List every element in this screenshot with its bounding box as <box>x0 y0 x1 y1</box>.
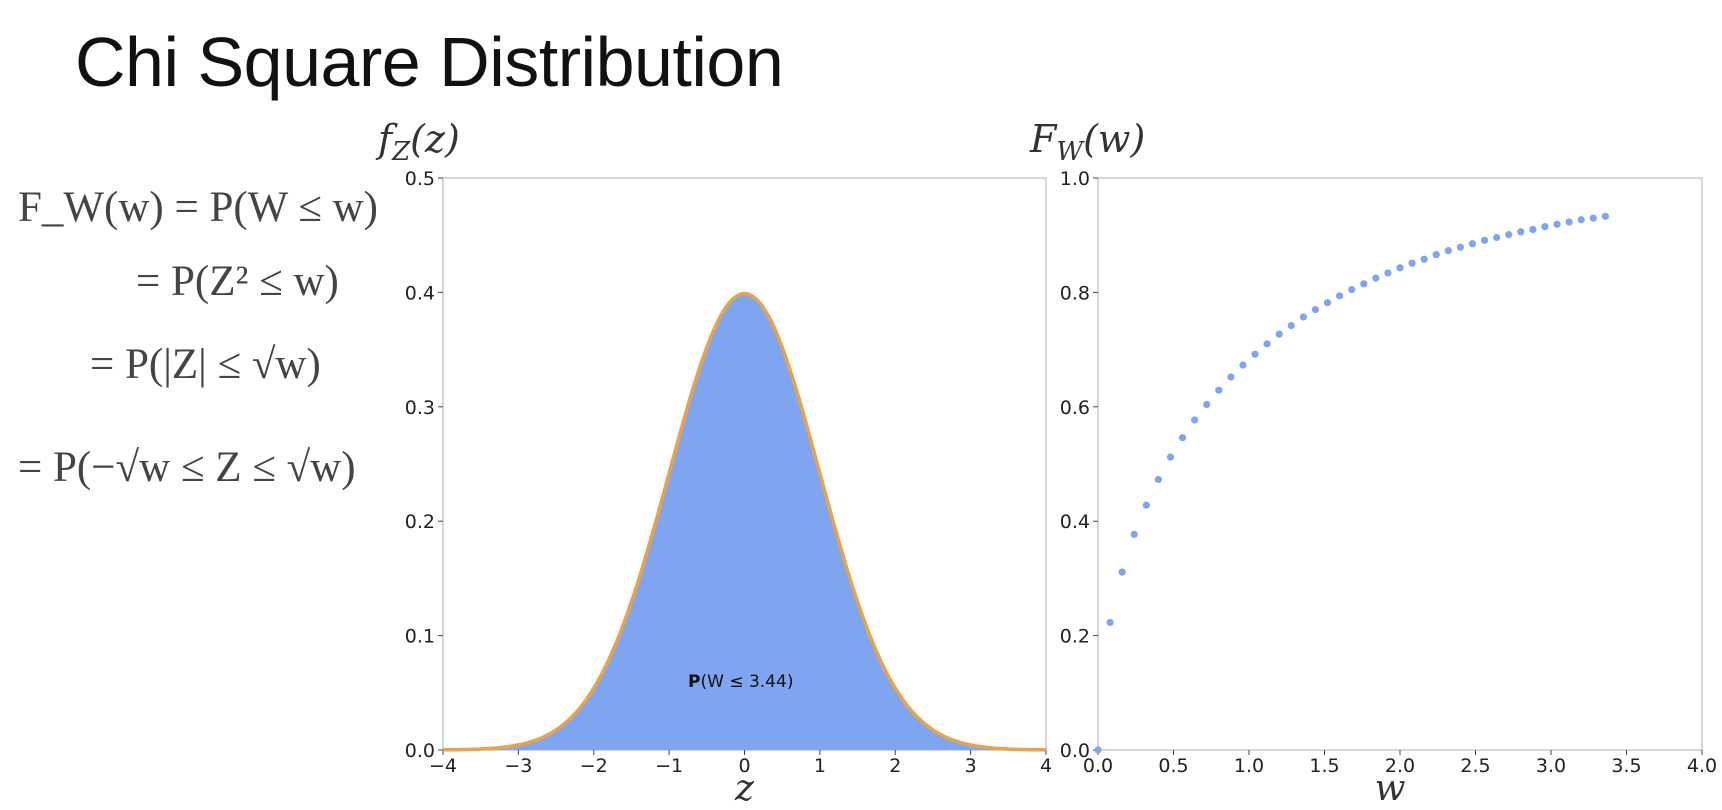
chart2-point <box>1444 247 1452 255</box>
chart2-point <box>1287 321 1295 330</box>
chart1-xtick-label: −3 <box>504 755 532 777</box>
chart1-ytick-label: 0.4 <box>405 282 435 304</box>
chart2-xtick-label: 0.5 <box>1158 755 1188 777</box>
chart1-ytick-label: 0.2 <box>405 511 435 533</box>
chart1-xtick-label: 4 <box>1040 755 1052 777</box>
chart2-ytick-label: 0.6 <box>1060 397 1090 419</box>
chart1-ylabel: fZ(z) <box>375 117 460 167</box>
chart2-point <box>1396 264 1404 272</box>
chart2-ytick-label: 0.0 <box>1060 740 1090 762</box>
chart1-curve <box>443 291 1046 752</box>
chart2-xlabel: w <box>1375 768 1406 809</box>
chart2-xtick-label: 2.5 <box>1460 755 1490 777</box>
chart1-xlabel: z <box>734 768 755 809</box>
chart2-point <box>1130 530 1138 538</box>
equation-interval: = P(−√w ≤ Z ≤ √w) <box>18 444 356 491</box>
chart2-point <box>1480 236 1489 244</box>
chart2-point <box>1372 274 1380 282</box>
chart2-point <box>1275 330 1283 338</box>
chart2-point <box>1529 225 1537 234</box>
chart2-point <box>1142 501 1150 509</box>
chart2-point <box>1227 373 1235 381</box>
chart1-xtick-label: −2 <box>580 755 608 777</box>
chart2-ytick-label: 0.8 <box>1060 282 1090 304</box>
chart2-xtick-label: 2.0 <box>1385 755 1415 777</box>
chart2-xtick-label: 3.5 <box>1611 755 1641 777</box>
chart1-xtick-label: 3 <box>965 755 977 777</box>
chart2-ytick-label: 1.0 <box>1060 168 1090 190</box>
chart2-point <box>1456 243 1464 251</box>
chart2-point <box>1601 212 1609 220</box>
chart2-xtick-label: 0.0 <box>1083 755 1113 777</box>
chart2-point <box>1408 259 1416 267</box>
chart1-xtick-label: −4 <box>429 755 457 777</box>
chart2-point <box>1178 434 1187 442</box>
chart2-point <box>1517 228 1525 236</box>
chart2-point <box>1541 223 1549 231</box>
chart2-point <box>1311 305 1320 314</box>
chart1-area <box>443 293 1046 750</box>
chart2-point <box>1106 618 1114 627</box>
chart2-point <box>1239 361 1247 369</box>
chart1-xtick-label: 0 <box>738 755 750 777</box>
chart2-xtick-label: 1.5 <box>1309 755 1339 777</box>
chart2-point <box>1505 231 1513 239</box>
chart2-point <box>1553 220 1561 228</box>
equation-abs-z: = P(|Z| ≤ √w) <box>90 341 321 388</box>
chart2-ytick-label: 0.2 <box>1060 626 1090 648</box>
chart2-point <box>1360 280 1368 288</box>
equation-cdf-definition: F_W(w) = P(W ≤ w) <box>18 184 378 231</box>
chart2-point <box>1094 746 1102 754</box>
chart1-ytick-label: 0.5 <box>405 168 435 190</box>
chart2-point <box>1118 568 1126 576</box>
chart2-point <box>1251 350 1259 358</box>
chart2-point <box>1420 255 1428 263</box>
chart2-point <box>1323 299 1332 307</box>
chart2-xtick-label: 1.0 <box>1234 755 1264 777</box>
chart1-ytick-label: 0.1 <box>405 626 435 648</box>
chart2-xtick-label: 4.0 <box>1687 755 1717 777</box>
chart2-point <box>1577 216 1585 224</box>
chart2-point <box>1154 475 1162 484</box>
chart2-point <box>1432 251 1440 259</box>
chart1-xtick-label: 2 <box>889 755 901 777</box>
slide-title: Chi Square Distribution <box>75 23 784 101</box>
equation-z-squared: = P(Z² ≤ w) <box>136 258 339 305</box>
chart2-point <box>1299 313 1307 321</box>
chart2-point <box>1166 453 1175 461</box>
chart2-point <box>1263 340 1271 348</box>
chart1-ytick-label: 0.0 <box>405 740 435 762</box>
chart1-xtick-label: −1 <box>655 755 683 777</box>
chart2-ytick-label: 0.4 <box>1060 511 1090 533</box>
chart2-point <box>1565 218 1573 226</box>
chart2-point <box>1348 285 1356 294</box>
chart2-point <box>1336 292 1344 300</box>
chart2-point <box>1191 416 1199 424</box>
chart2-point <box>1589 214 1597 222</box>
chart2-ylabel: FW(w) <box>1029 117 1145 167</box>
chart2-point <box>1493 233 1501 242</box>
chart2-point <box>1203 400 1211 409</box>
chart1-ytick-label: 0.3 <box>405 397 435 419</box>
chart2-point <box>1215 386 1223 394</box>
chart2-frame <box>1097 177 1703 751</box>
chart2-point <box>1384 269 1392 277</box>
chart1-annotation: P(W ≤ 3.44) <box>688 672 793 692</box>
chart2-xtick-label: 3.0 <box>1536 755 1566 777</box>
chart2-point <box>1468 240 1477 248</box>
chart1-xtick-label: 1 <box>814 755 826 777</box>
